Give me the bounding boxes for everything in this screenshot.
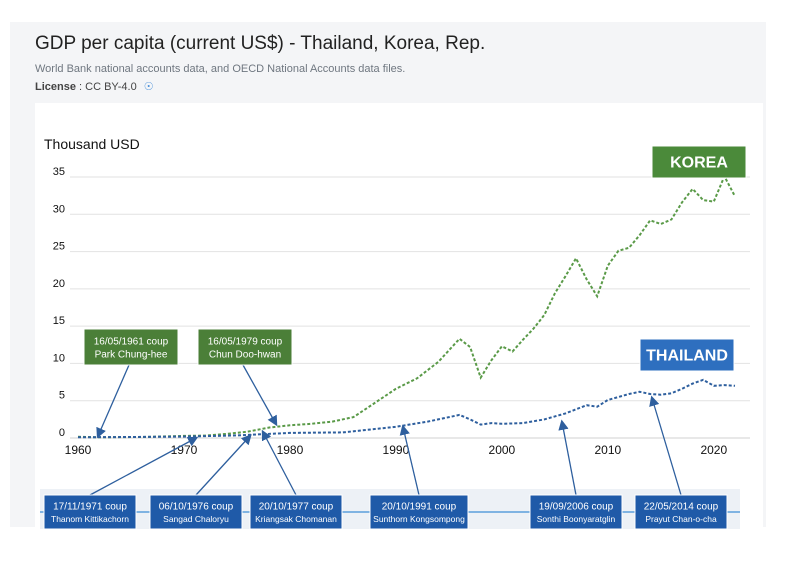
y-axis-label: Thousand USD — [44, 136, 140, 152]
annotation-sangad-chaloryu-text: Sangad Chaloryu — [163, 514, 229, 524]
legend-thailand-box — [639, 338, 735, 372]
x-tick-label: 1960 — [65, 443, 92, 457]
y-tick-label: 0 — [59, 427, 65, 439]
annotation-sunthorn-kongsompong-text: 20/10/1991 coup — [382, 502, 457, 513]
source-note: World Bank national accounts data, and O… — [35, 63, 406, 75]
info-circle-icon[interactable]: ☉ — [143, 81, 154, 93]
license-value: : CC BY-4.0 — [79, 81, 137, 93]
legend-thailand-text: THAILAND — [646, 348, 728, 365]
annotation-chun-doo-hwan-text: 16/05/1979 coup — [208, 337, 283, 348]
annotation-sangad-chaloryu-box — [149, 494, 243, 530]
y-tick-label: 15 — [53, 315, 65, 327]
annotation-kriangsak-chomanan-text: Kriangsak Chomanan — [255, 514, 337, 524]
arrow-thanom-kittikachorn — [89, 436, 199, 496]
annotation-prayut-chan-o-cha-text: 22/05/2014 coup — [644, 502, 719, 513]
annotation-sonthi-boonyaratglin-box — [529, 494, 623, 530]
annotation-prayut-chan-o-cha-text: Prayut Chan-o-cha — [645, 514, 717, 524]
arrow-park-chung-hee — [96, 364, 130, 439]
x-tick-label: 2020 — [700, 443, 727, 457]
legend-korea-box — [651, 145, 747, 179]
page-title: GDP per capita (current US$) - Thailand,… — [35, 33, 486, 54]
annotation-park-chung-hee: 16/05/1961 coup Park Chung-hee — [83, 328, 179, 366]
arrow-kriangsak-chomanan — [261, 429, 297, 496]
annotation-chun-doo-hwan-box — [197, 328, 293, 366]
y-tick-label: 20 — [53, 278, 65, 290]
annotation-thanom-kittikachorn-box — [43, 494, 137, 530]
chart-area — [35, 103, 763, 527]
legend-thailand: THAILAND — [639, 338, 735, 372]
x-tick-label: 1970 — [171, 443, 198, 457]
annotation-sunthorn-kongsompong-box — [369, 494, 469, 530]
y-tick-label: 10 — [53, 352, 65, 364]
arrow-chun-doo-hwan — [242, 364, 278, 427]
series-line-thailand — [77, 378, 736, 439]
arrow-sonthi-boonyaratglin — [558, 419, 577, 496]
annotation-sonthi-boonyaratglin-text: 19/09/2006 coup — [539, 502, 614, 513]
license-label: License — [35, 81, 76, 93]
annotation-park-chung-hee-text: Park Chung-hee — [95, 350, 168, 361]
series-line-korea — [77, 173, 736, 439]
annotation-sonthi-boonyaratglin-text: Sonthi Boonyaratglin — [537, 514, 616, 524]
annotation-sunthorn-kongsompong-text: Sunthorn Kongsompong — [373, 514, 465, 524]
x-tick-label: 2010 — [594, 443, 621, 457]
annotation-sangad-chaloryu-text: 06/10/1976 coup — [159, 502, 234, 513]
annotation-chun-doo-hwan-text: Chun Doo-hwan — [209, 350, 281, 361]
x-tick-label: 1990 — [383, 443, 410, 457]
annotation-park-chung-hee-box — [83, 328, 179, 366]
arrow-prayut-chan-o-cha — [649, 395, 682, 496]
legend-korea: KOREA — [651, 145, 747, 179]
annotation-kriangsak-chomanan-text: 20/10/1977 coup — [259, 502, 334, 513]
y-tick-label: 35 — [53, 166, 65, 178]
annotation-chun-doo-hwan: 16/05/1979 coup Chun Doo-hwan — [197, 328, 293, 366]
annotation-thanom-kittikachorn-text: 17/11/1971 coup — [53, 502, 127, 513]
license-line: License : CC BY-4.0 ☉ — [35, 80, 154, 93]
y-tick-label: 5 — [59, 390, 65, 402]
y-tick-label: 25 — [53, 241, 65, 253]
annotation-park-chung-hee-text: 16/05/1961 coup — [94, 337, 169, 348]
arrow-sunthorn-kongsompong — [399, 424, 420, 496]
annotation-prayut-chan-o-cha-box — [634, 494, 728, 530]
y-tick-label: 30 — [53, 203, 65, 215]
x-tick-label: 1980 — [277, 443, 304, 457]
annotation-thanom-kittikachorn-text: Thanom Kittikachorn — [51, 514, 129, 524]
legend-korea-text: KOREA — [670, 155, 728, 172]
arrow-sangad-chaloryu — [195, 434, 252, 496]
x-tick-label: 2000 — [489, 443, 516, 457]
annotation-kriangsak-chomanan-box — [249, 494, 343, 530]
